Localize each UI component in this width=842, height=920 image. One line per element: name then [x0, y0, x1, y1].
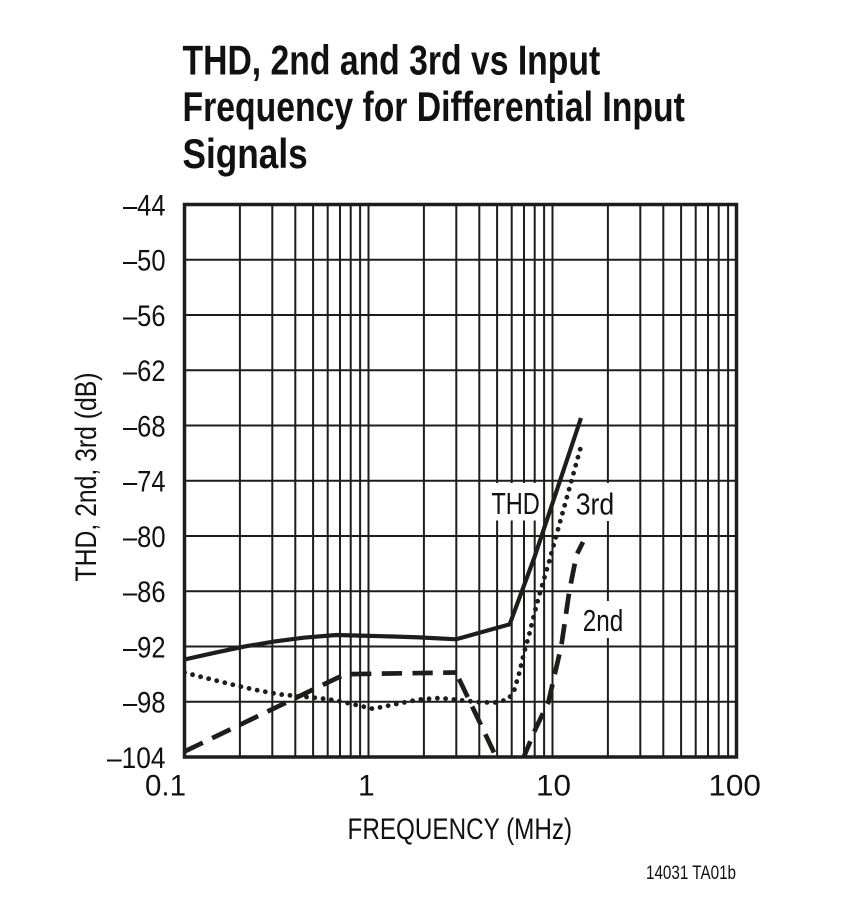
svg-text:14031 TA01b: 14031 TA01b [646, 862, 736, 884]
svg-text:–92: –92 [123, 631, 166, 664]
svg-text:–44: –44 [123, 189, 166, 222]
svg-text:10: 10 [536, 770, 571, 803]
svg-text:–80: –80 [123, 521, 166, 554]
svg-text:100: 100 [708, 770, 761, 803]
svg-text:THD, 2nd and 3rd vs Input: THD, 2nd and 3rd vs Input [183, 37, 601, 84]
svg-text:–98: –98 [123, 687, 166, 720]
svg-text:FREQUENCY (MHz): FREQUENCY (MHz) [348, 813, 573, 846]
svg-text:–86: –86 [123, 576, 166, 609]
svg-text:–104: –104 [107, 742, 166, 775]
svg-text:THD, 2nd, 3rd (dB): THD, 2nd, 3rd (dB) [70, 373, 103, 582]
svg-text:–74: –74 [123, 466, 166, 499]
svg-text:0.1: 0.1 [145, 770, 186, 803]
svg-text:–62: –62 [123, 355, 166, 388]
svg-text:–56: –56 [123, 300, 166, 333]
svg-text:THD: THD [491, 486, 540, 521]
svg-text:2nd: 2nd [583, 603, 624, 638]
svg-text:Frequency for Differential Inp: Frequency for Differential Input [183, 83, 685, 130]
svg-text:Signals: Signals [183, 130, 308, 177]
svg-text:–68: –68 [123, 410, 166, 443]
svg-text:3rd: 3rd [576, 487, 615, 522]
svg-text:–50: –50 [123, 245, 166, 278]
svg-text:1: 1 [358, 770, 375, 803]
